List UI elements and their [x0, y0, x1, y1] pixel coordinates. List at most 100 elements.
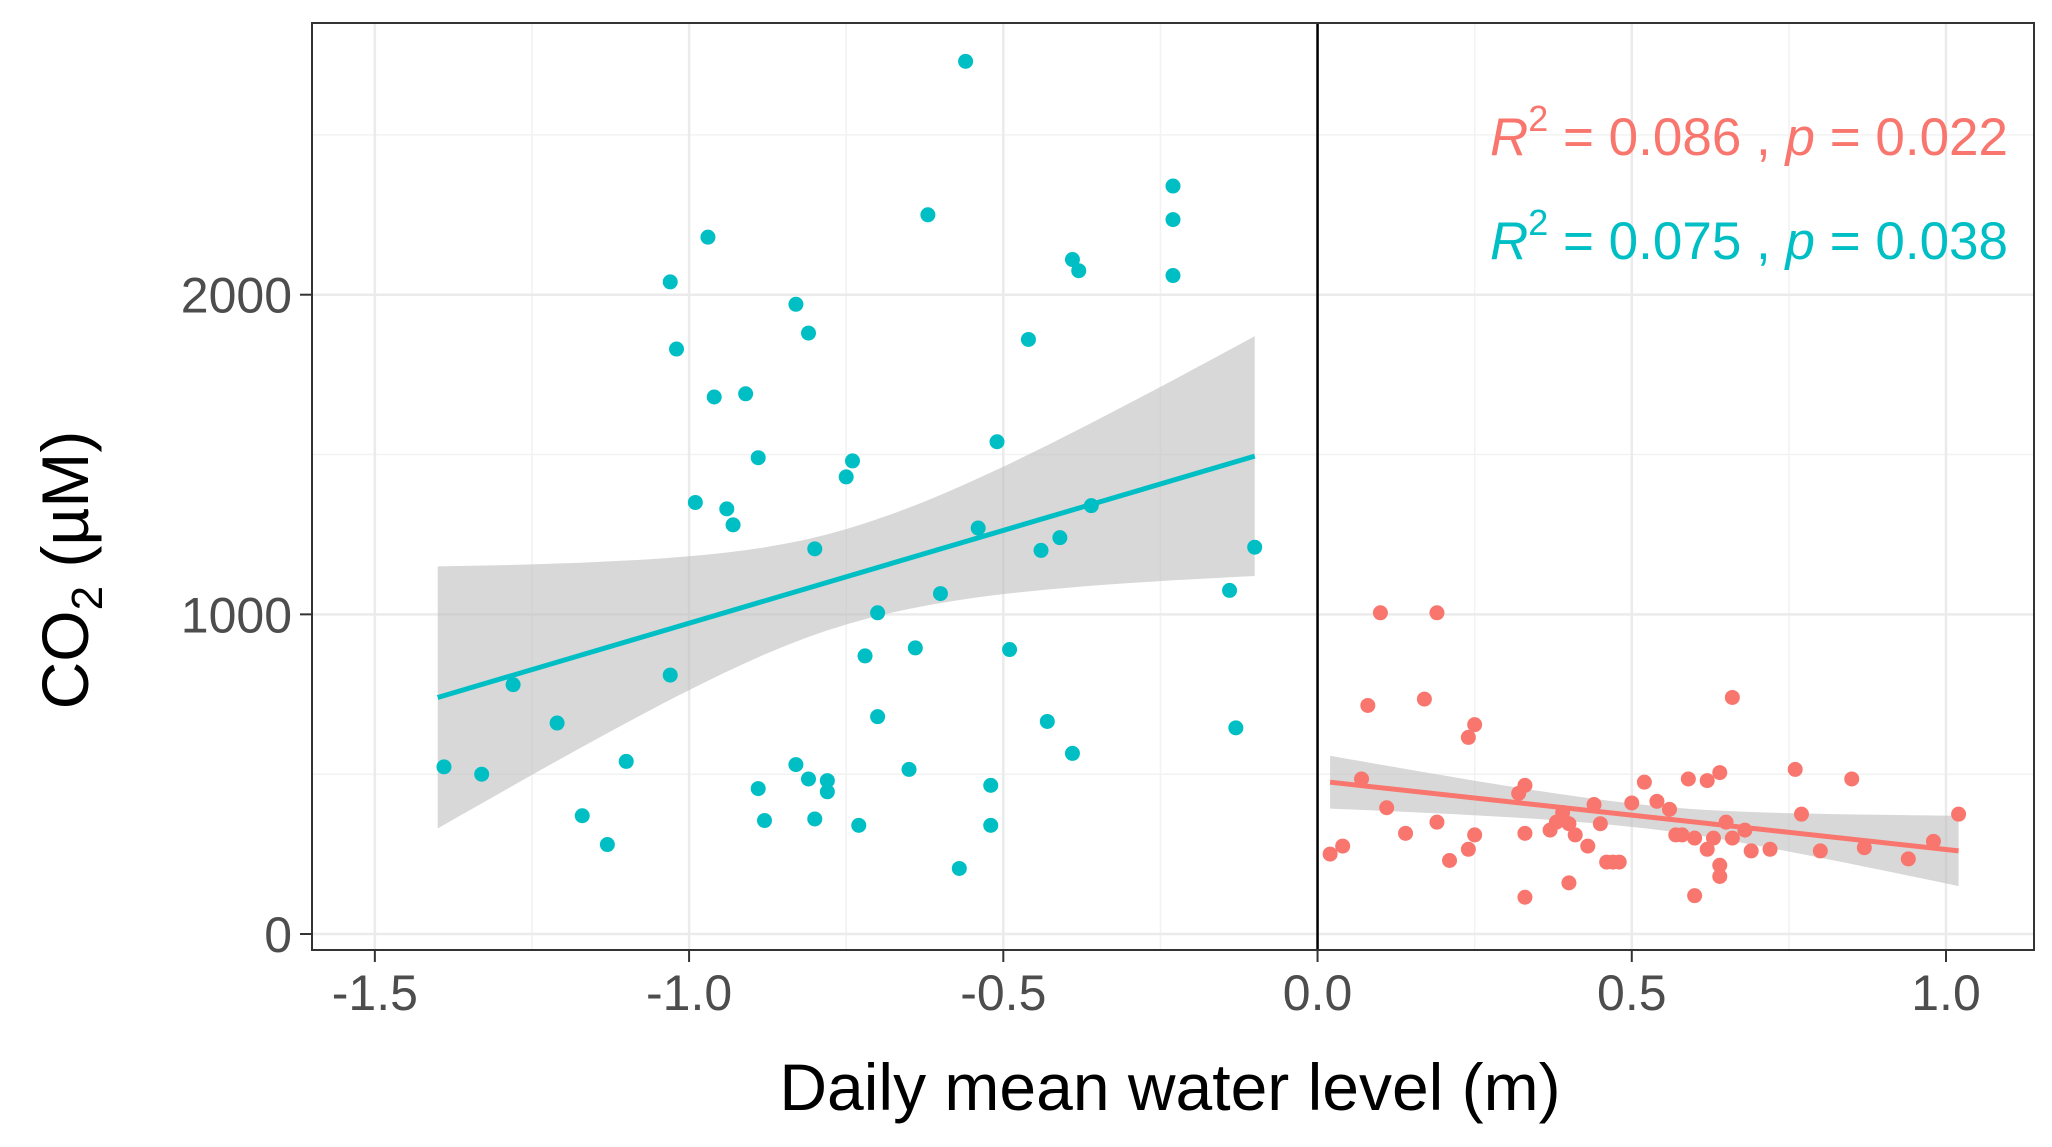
data-point [1611, 854, 1627, 870]
data-point [1033, 542, 1049, 558]
data-point [750, 450, 766, 466]
y-axis-ticks: 0 1000 2000 [181, 268, 312, 963]
data-point [1793, 806, 1809, 822]
regression-lines [436, 453, 1959, 854]
data-point [1517, 825, 1533, 841]
data-point [687, 494, 703, 510]
x-tick-label: 0.5 [1597, 965, 1667, 1021]
data-point [1228, 720, 1244, 736]
data-point [662, 667, 678, 683]
x-tick-label: 1.0 [1911, 965, 1981, 1021]
data-point [1856, 840, 1872, 856]
y-tick-label: 1000 [181, 587, 292, 643]
data-point [1429, 605, 1445, 621]
data-point [1674, 827, 1690, 843]
data-point [599, 837, 615, 853]
p-symbol: p [1783, 212, 1814, 271]
confidence-band [437, 336, 1255, 829]
y-tick-label: 0 [264, 907, 292, 963]
data-point [1416, 691, 1432, 707]
data-point [1064, 745, 1080, 761]
data-point [1460, 841, 1476, 857]
plot-panel-border [311, 22, 2035, 951]
data-point [1762, 841, 1778, 857]
data-point [1699, 841, 1715, 857]
data-point [932, 586, 948, 602]
p-value: = 0.038 [1815, 212, 2008, 271]
data-point [618, 753, 634, 769]
data-point [970, 520, 986, 536]
data-point [750, 781, 766, 797]
data-point [1467, 717, 1483, 733]
data-point [1812, 843, 1828, 859]
data-point [725, 517, 741, 533]
data-point [1724, 689, 1740, 705]
data-point [1247, 539, 1263, 555]
data-point [819, 784, 835, 800]
data-point [1724, 830, 1740, 846]
data-point [1360, 697, 1376, 713]
r-symbol: R [1490, 212, 1528, 271]
data-points [436, 53, 1967, 905]
regression-annotations: R2 = 0.086 , p = 0.022 R2 = 0.075 , p = 0… [1490, 98, 2008, 271]
data-point [1580, 838, 1596, 854]
data-point [1071, 263, 1087, 279]
data-point [1442, 852, 1458, 868]
data-point [549, 715, 565, 731]
data-point [1699, 773, 1715, 789]
regression-line [436, 453, 1256, 700]
data-point [1335, 838, 1351, 854]
data-point [1467, 827, 1483, 843]
data-point [989, 434, 1005, 450]
data-point [901, 761, 917, 777]
r-superscript: 2 [1528, 98, 1548, 139]
regression-stats-label: R2 = 0.075 , p = 0.038 [1490, 202, 2008, 271]
data-point [700, 229, 716, 245]
data-point [436, 759, 452, 775]
data-point [838, 469, 854, 485]
data-point [1925, 833, 1941, 849]
data-point [1705, 830, 1721, 846]
data-point [1561, 875, 1577, 891]
data-point [1222, 582, 1238, 598]
data-point [1592, 816, 1608, 832]
data-point [1460, 729, 1476, 745]
data-point [800, 771, 816, 787]
y-axis-title-main: CO [28, 610, 102, 709]
data-point [669, 341, 685, 357]
data-point [951, 860, 967, 876]
data-point [870, 605, 886, 621]
regression-stats-label: R2 = 0.086 , p = 0.022 [1490, 98, 2008, 167]
data-point [1165, 212, 1181, 228]
data-point [857, 648, 873, 664]
data-point [1844, 771, 1860, 787]
data-point [1743, 843, 1759, 859]
data-point [1649, 793, 1665, 809]
data-point [983, 817, 999, 833]
data-point [1372, 605, 1388, 621]
y-axis-title: CO2 (µM) [28, 431, 112, 710]
y-axis-title-unit: (µM) [28, 431, 102, 586]
data-point [851, 817, 867, 833]
x-tick-label: 0.0 [1283, 965, 1353, 1021]
data-point [1002, 642, 1018, 658]
data-point [738, 386, 754, 402]
confidence-bands [437, 336, 1959, 887]
data-point [1712, 857, 1728, 873]
data-point [1951, 806, 1967, 822]
data-point [800, 325, 816, 341]
y-tick-label: 2000 [181, 268, 292, 324]
data-point [1517, 777, 1533, 793]
data-point [719, 501, 735, 517]
y-axis-title-subscript: 2 [63, 586, 112, 610]
x-axis-ticks: -1.5 -1.0 -0.5 0.0 0.5 1.0 [332, 950, 1981, 1021]
data-point [958, 53, 974, 69]
data-point [1687, 888, 1703, 904]
x-tick-label: -0.5 [960, 965, 1046, 1021]
x-axis-title: Daily mean water level (m) [779, 1050, 1560, 1124]
data-point [1517, 889, 1533, 905]
data-point [706, 389, 722, 405]
data-point [662, 274, 678, 290]
data-point [1379, 800, 1395, 816]
